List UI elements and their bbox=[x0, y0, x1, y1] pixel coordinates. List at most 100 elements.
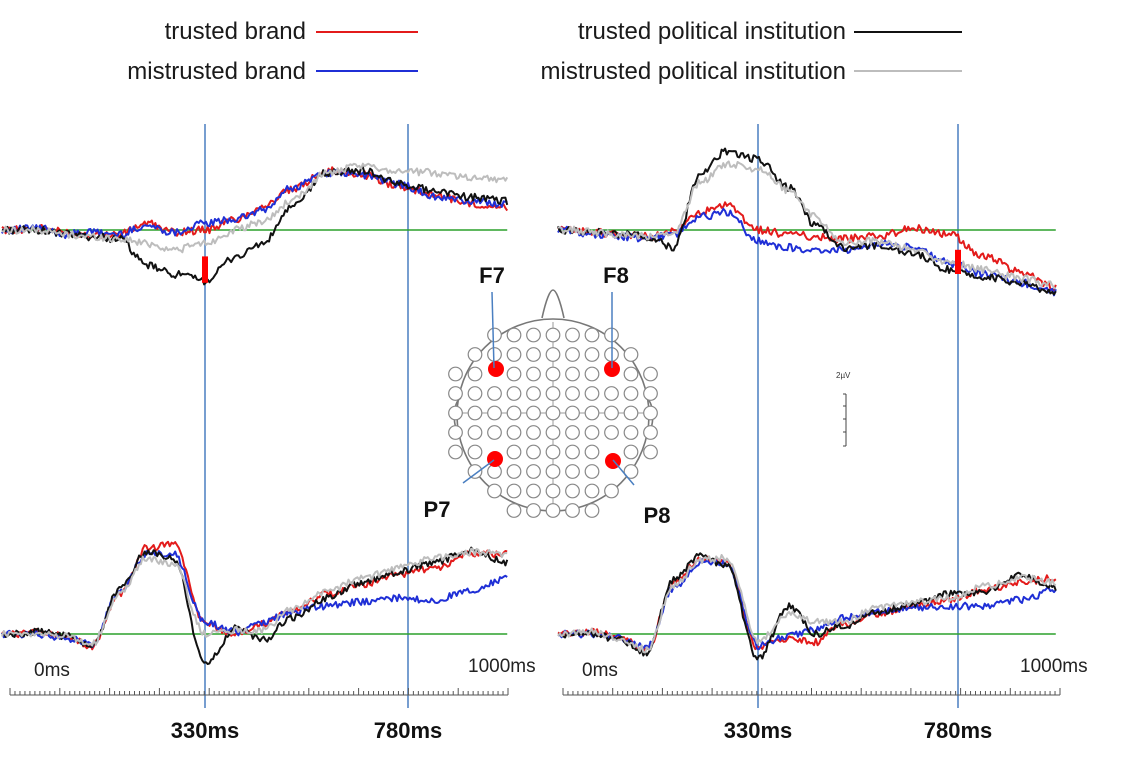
electrode bbox=[467, 366, 483, 382]
axis-right-start-label: 0ms bbox=[582, 660, 618, 681]
scale-label: 2µV bbox=[836, 371, 851, 380]
series-mistrusted-brand-f7 bbox=[1, 169, 508, 240]
electrode bbox=[467, 464, 483, 479]
electrode bbox=[487, 386, 502, 401]
electrode bbox=[643, 386, 658, 401]
electrode bbox=[487, 425, 502, 440]
electrode bbox=[584, 386, 600, 401]
axis-right-end-label: 1000ms bbox=[1020, 656, 1088, 677]
electrode bbox=[487, 405, 502, 421]
series-mistrusted-political-p8 bbox=[557, 554, 1057, 654]
electrode bbox=[526, 405, 541, 421]
electrode bbox=[487, 483, 502, 499]
series-trusted-political-p7 bbox=[1, 546, 509, 665]
leader-line-p8 bbox=[612, 459, 635, 486]
electrode bbox=[584, 503, 600, 518]
series-mistrusted-political-f7 bbox=[1, 162, 509, 254]
significance-bar-f7 bbox=[202, 256, 208, 283]
electrode bbox=[526, 327, 541, 343]
electrode bbox=[604, 386, 619, 401]
electrode bbox=[545, 503, 561, 518]
electrode bbox=[623, 347, 639, 362]
electrode bbox=[506, 483, 522, 499]
electrode bbox=[545, 347, 561, 362]
electrode bbox=[448, 386, 463, 401]
leader-line-f7 bbox=[491, 291, 495, 369]
electrode bbox=[623, 425, 639, 440]
electrode bbox=[506, 425, 522, 440]
panel-f7 bbox=[1, 162, 509, 286]
legend: trusted brand mistrusted brand trusted p… bbox=[127, 18, 962, 85]
electrode bbox=[545, 483, 561, 499]
legend-label-trusted-political: trusted political institution bbox=[578, 18, 846, 45]
electrode bbox=[584, 405, 600, 421]
electrode bbox=[623, 386, 639, 401]
electrode bbox=[604, 483, 619, 499]
electrode bbox=[643, 425, 658, 440]
electrode-grid bbox=[448, 327, 658, 518]
electrode bbox=[565, 483, 580, 499]
electrode bbox=[467, 444, 483, 460]
electrode-montage-head bbox=[448, 289, 658, 518]
electrode bbox=[526, 347, 541, 362]
electrode bbox=[467, 425, 483, 440]
series-trusted-brand-p8 bbox=[557, 555, 1057, 653]
electrode bbox=[526, 483, 541, 499]
electrode bbox=[545, 386, 561, 401]
panel-f8 bbox=[557, 147, 1057, 297]
electrode bbox=[506, 503, 522, 518]
electrode bbox=[448, 444, 463, 460]
electrode bbox=[467, 386, 483, 401]
electrode bbox=[604, 425, 619, 440]
leader-line-p7 bbox=[462, 459, 495, 484]
electrode bbox=[526, 386, 541, 401]
electrode bbox=[565, 405, 580, 421]
electrode bbox=[584, 366, 600, 382]
time-axis-left bbox=[9, 688, 509, 696]
legend-label-trusted-brand: trusted brand bbox=[165, 18, 306, 45]
electrode bbox=[526, 425, 541, 440]
series-trusted-brand-f7 bbox=[1, 166, 509, 239]
axis-right-marker2-label: 780ms bbox=[924, 718, 993, 743]
electrode bbox=[467, 347, 483, 362]
electrode bbox=[565, 444, 580, 460]
electrode bbox=[623, 366, 639, 382]
amplitude-scale-bar: 2µV bbox=[836, 371, 851, 447]
electrode bbox=[545, 327, 561, 343]
electrode bbox=[643, 405, 658, 421]
panel-p7 bbox=[1, 540, 509, 665]
series-mistrusted-political-p7 bbox=[1, 547, 508, 647]
series-trusted-brand-p7 bbox=[1, 540, 508, 651]
electrode bbox=[565, 386, 580, 401]
electrode bbox=[643, 444, 658, 460]
electrode bbox=[506, 366, 522, 382]
electrode bbox=[623, 444, 639, 460]
electrode bbox=[545, 405, 561, 421]
series-trusted-political-f8 bbox=[557, 147, 1057, 296]
electrode bbox=[643, 366, 658, 382]
legend-label-mistrusted-brand: mistrusted brand bbox=[127, 58, 306, 85]
electrode bbox=[526, 464, 541, 479]
electrode bbox=[448, 366, 463, 382]
electrode bbox=[565, 327, 580, 343]
axis-right-marker1-label: 330ms bbox=[724, 718, 793, 743]
electrode-label-p7: P7 bbox=[424, 497, 451, 522]
electrode bbox=[565, 366, 580, 382]
electrode-label-f8: F8 bbox=[603, 263, 629, 288]
series-mistrusted-brand-f8 bbox=[557, 207, 1057, 297]
series-mistrusted-brand-p8 bbox=[557, 558, 1057, 651]
electrode bbox=[584, 425, 600, 440]
electrode bbox=[467, 405, 483, 421]
electrode bbox=[506, 444, 522, 460]
electrode-f7 bbox=[488, 361, 504, 377]
series-mistrusted-brand-p7 bbox=[1, 550, 508, 649]
head-nose bbox=[541, 289, 565, 319]
time-axis-right bbox=[562, 688, 1061, 696]
electrode bbox=[506, 405, 522, 421]
electrode bbox=[448, 405, 463, 421]
electrode bbox=[623, 405, 639, 421]
axis-left-end-label: 1000ms bbox=[468, 656, 536, 677]
electrode bbox=[448, 425, 463, 440]
electrode bbox=[565, 464, 580, 479]
